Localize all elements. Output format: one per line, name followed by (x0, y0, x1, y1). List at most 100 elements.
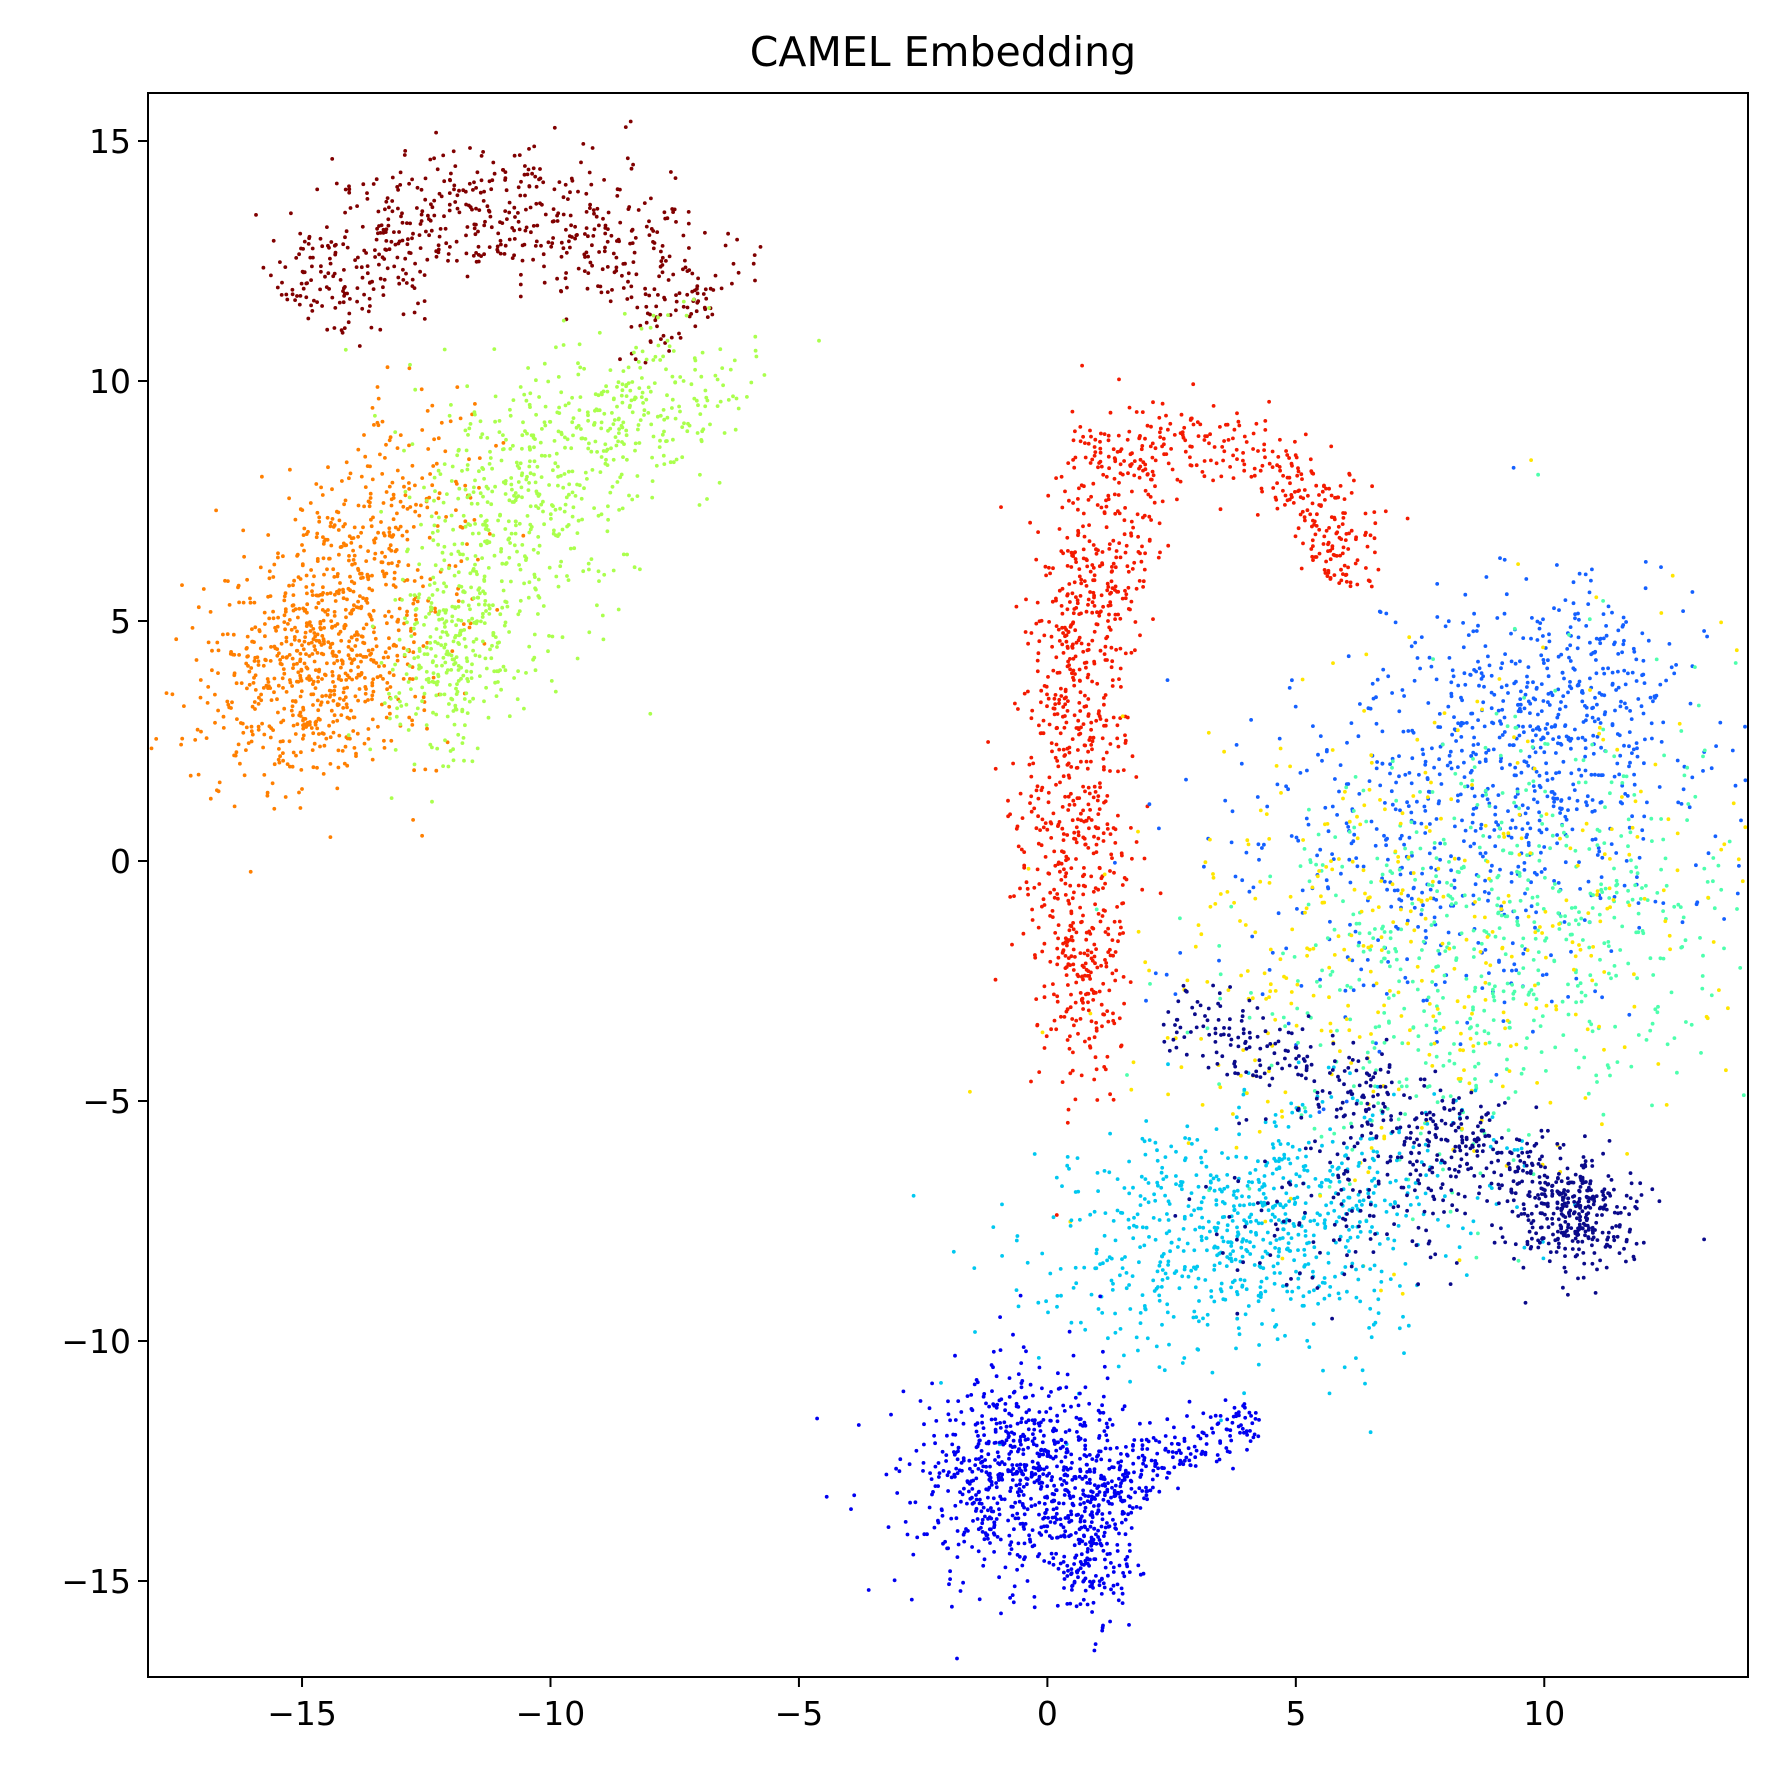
scatter-point (1260, 489, 1264, 494)
scatter-point (751, 261, 756, 266)
scatter-point (1134, 775, 1139, 779)
scatter-point (370, 693, 375, 698)
scatter-point (1072, 1023, 1076, 1028)
scatter-point (1577, 617, 1581, 622)
scatter-point (1419, 821, 1424, 826)
scatter-point (661, 453, 666, 458)
scatter-point (221, 714, 226, 719)
scatter-point (387, 205, 391, 210)
scatter-point (491, 533, 496, 538)
scatter-point (437, 515, 441, 520)
scatter-point (1056, 627, 1061, 632)
scatter-point (1054, 598, 1058, 603)
scatter-point (366, 648, 371, 653)
scatter-point (1006, 798, 1010, 803)
scatter-point (1445, 913, 1449, 918)
scatter-point (1613, 640, 1617, 645)
scatter-point (430, 205, 435, 210)
scatter-point (1074, 640, 1079, 645)
scatter-point (1579, 773, 1584, 778)
scatter-point (460, 525, 465, 530)
scatter-point (1405, 918, 1410, 923)
scatter-point (1073, 429, 1077, 434)
scatter-point (289, 211, 293, 216)
scatter-point (1063, 881, 1068, 886)
scatter-point (549, 516, 553, 521)
scatter-point (430, 483, 435, 488)
scatter-point (330, 517, 335, 521)
scatter-point (1610, 681, 1615, 686)
scatter-point (509, 482, 514, 487)
scatter-point (1086, 785, 1091, 790)
scatter-point (1326, 886, 1331, 891)
scatter-point (599, 512, 604, 517)
scatter-point (611, 457, 616, 462)
scatter-point (302, 526, 307, 531)
scatter-point (416, 301, 420, 306)
scatter-point (1298, 512, 1303, 517)
scatter-point (375, 226, 379, 231)
scatter-point (625, 457, 629, 462)
scatter-point (731, 394, 735, 399)
scatter-point (1374, 766, 1379, 771)
scatter-point (1069, 765, 1074, 769)
scatter-point (650, 495, 655, 500)
scatter-point (1627, 764, 1631, 769)
scatter-point (446, 258, 450, 263)
scatter-point (1393, 807, 1398, 812)
scatter-point (433, 489, 437, 493)
scatter-point (611, 422, 616, 426)
scatter-point (426, 447, 431, 451)
scatter-point (320, 634, 325, 638)
scatter-point (423, 767, 428, 772)
scatter-point (481, 639, 485, 644)
scatter-point (1306, 902, 1311, 907)
scatter-point (384, 490, 389, 494)
scatter-point (443, 642, 448, 647)
scatter-point (1221, 458, 1225, 463)
scatter-point (317, 640, 322, 645)
scatter-point (321, 618, 326, 623)
scatter-point (1095, 622, 1100, 627)
scatter-point (703, 388, 708, 393)
scatter-point (1539, 870, 1544, 874)
scatter-point (487, 603, 491, 608)
scatter-point (629, 229, 634, 233)
scatter-point (1050, 749, 1054, 754)
scatter-point (1484, 750, 1488, 755)
scatter-point (410, 463, 415, 468)
scatter-point (256, 663, 261, 667)
scatter-point (1102, 765, 1106, 769)
scatter-point (1584, 705, 1589, 710)
scatter-point (633, 357, 638, 362)
scatter-point (290, 684, 294, 688)
scatter-point (1462, 839, 1466, 843)
scatter-point (512, 543, 517, 548)
scatter-point (614, 265, 619, 270)
scatter-point (341, 596, 346, 601)
scatter-point (1302, 515, 1307, 520)
scatter-point (1086, 498, 1091, 502)
scatter-point (261, 686, 266, 690)
scatter-point (342, 268, 346, 272)
scatter-point (332, 271, 337, 276)
scatter-point (1100, 1024, 1104, 1029)
scatter-point (389, 503, 394, 508)
scatter-point (429, 601, 434, 605)
scatter-point (1110, 659, 1115, 664)
scatter-point (1072, 713, 1077, 718)
scatter-point (442, 645, 447, 650)
scatter-point (387, 646, 392, 650)
scatter-point (1424, 935, 1428, 940)
scatter-point (465, 542, 469, 546)
scatter-point (493, 484, 497, 489)
scatter-point (1081, 892, 1086, 897)
scatter-point (1577, 860, 1581, 864)
scatter-point (512, 205, 517, 210)
scatter-point (333, 250, 338, 255)
scatter-point (1297, 488, 1301, 493)
scatter-point (1562, 676, 1566, 681)
scatter-point (330, 487, 334, 492)
scatter-point (1424, 1023, 1429, 1028)
scatter-point (1277, 736, 1282, 741)
